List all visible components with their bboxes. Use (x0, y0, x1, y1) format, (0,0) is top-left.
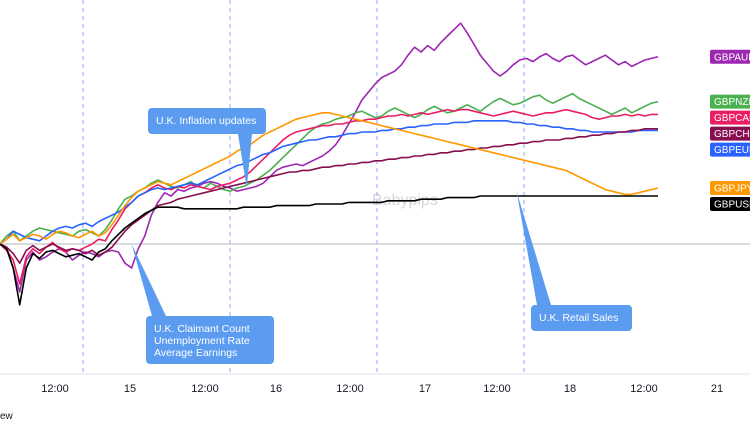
annotation-callout-2: U.K. Retail Sales (516, 191, 632, 331)
annotation-text: Average Earnings (154, 347, 237, 359)
x-tick-label: 12:00 (630, 383, 658, 395)
legend-swatch (710, 126, 750, 141)
series-line-gbpaud (0, 22, 659, 293)
series-lines (0, 22, 659, 306)
legend-item-gbpcad: GBPCAD (710, 110, 750, 125)
series-line-gbpchf (0, 128, 658, 265)
series-line-gbpnzd (0, 92, 659, 245)
legend-label: GBPAUD (714, 52, 750, 63)
legend-item-gbpjpy: GBPJPY (710, 181, 750, 195)
legend-swatch (710, 110, 750, 125)
series-line-gbpeur (0, 120, 658, 245)
x-tick-label: 18 (564, 383, 576, 395)
legend-item-gbpaud: GBPAUD (710, 49, 750, 64)
annotation-text: U.K. Inflation updates (156, 115, 256, 127)
x-tick-label: 15 (124, 383, 136, 395)
legend-label: GBPCAD (714, 113, 750, 124)
x-tick-label: 12:00 (191, 383, 219, 395)
legend: GBPAUD GBPNZD GBPCAD GBPCHF GBPEUR GBPJPY GBPU… (710, 49, 750, 211)
legend-item-gbpeur: GBPEUR (710, 142, 750, 157)
legend-item-gbpchf: GBPCHF (710, 126, 750, 141)
series-line-gbpcad (0, 108, 658, 285)
series-line-gbpusd (0, 195, 658, 306)
legend-swatch (710, 142, 750, 157)
legend-item-gbpnzd: GBPNZD (710, 94, 750, 109)
x-tick-label: 12:00 (336, 383, 364, 395)
x-axis-ticks: 12:00 15 12:00 16 12:00 17 12:00 18 12:00 21 (41, 383, 723, 395)
annotation-text: Unemployment Rate (154, 335, 250, 347)
legend-label: GBPUSD (714, 200, 750, 211)
annotation-pointer (238, 134, 252, 188)
legend-swatch (710, 49, 750, 64)
x-tick-label: 12:00 (41, 383, 69, 395)
footer-text: ew (0, 411, 14, 422)
annotation-box (148, 108, 266, 134)
x-tick-label: 12:00 (483, 383, 511, 395)
annotation-pointer (516, 191, 551, 305)
x-tick-label: 21 (711, 383, 723, 395)
annotation-pointer (131, 244, 166, 316)
legend-swatch (710, 94, 750, 109)
x-tick-label: 16 (270, 383, 282, 395)
legend-label: GBPNZD (714, 97, 750, 108)
legend-label: GBPJPY (714, 184, 750, 195)
annotation-box (531, 305, 632, 331)
x-tick-label: 17 (419, 383, 431, 395)
annotation-box (146, 316, 274, 364)
legend-label: GBPEUR (714, 145, 750, 156)
series-line-gbpjpy (0, 112, 659, 245)
annotation-text: U.K. Claimant Count (154, 323, 250, 335)
legend-swatch (710, 197, 750, 211)
annotations: U.K. Inflation updates U.K. Claimant Coun… (131, 108, 632, 364)
annotation-callout-0: U.K. Inflation updates (148, 108, 266, 188)
annotation-text: U.K. Retail Sales (539, 312, 618, 324)
legend-item-gbpusd: GBPUSD (710, 197, 750, 211)
legend-label: GBPCHF (714, 129, 750, 140)
legend-swatch (710, 181, 750, 195)
